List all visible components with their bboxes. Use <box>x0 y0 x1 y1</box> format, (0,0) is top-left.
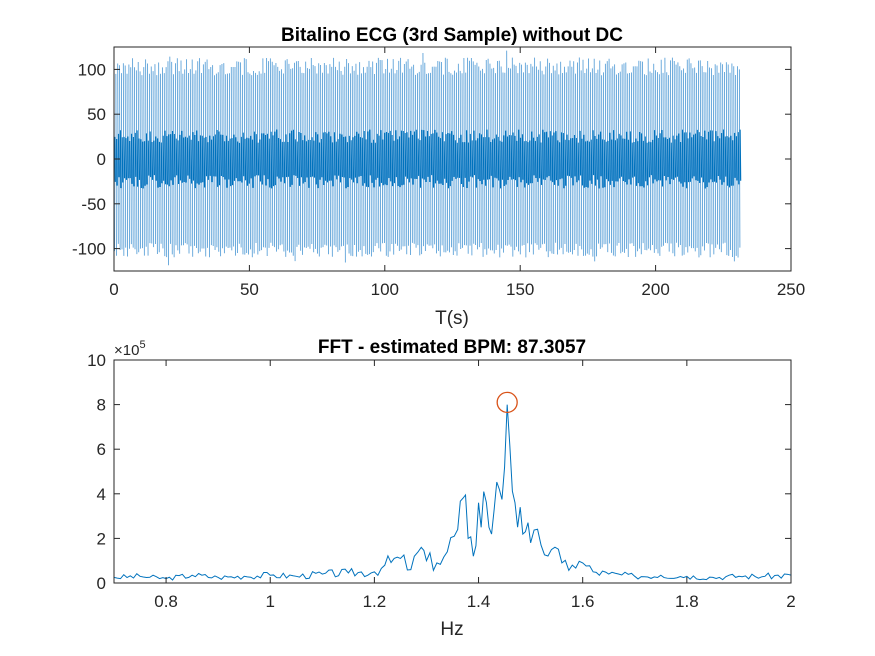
ecg-x-axis-label: T(s) <box>435 308 469 329</box>
fft-y-exponent-base: ×10 <box>114 342 139 359</box>
ecg-x-tick-label: 0 <box>109 280 118 299</box>
fft-y-exponent-power: 5 <box>139 339 145 351</box>
ecg-axes-box <box>113 46 792 272</box>
fft-spectrum-path <box>114 404 791 581</box>
fft-y-tick-label: 4 <box>97 485 106 504</box>
fft-y-exponent: ×105 <box>114 339 146 359</box>
fft-x-tick-label: 1.6 <box>571 592 595 611</box>
fft-peak-circle <box>496 391 518 414</box>
fft-y-tick-label: 10 <box>87 351 106 370</box>
ecg-x-tick-label: 150 <box>506 280 534 299</box>
ecg-y-tick-label: -100 <box>72 240 106 259</box>
fft-peak-marker <box>496 391 518 414</box>
fft-x-tick-label: 1.2 <box>363 592 387 611</box>
fft-x-tick-label: 1.8 <box>675 592 699 611</box>
fft-y-tick-label: 8 <box>97 396 106 415</box>
fft-subplot: FFT - estimated BPM: 87.3057 ×105 0.8 1 1.… <box>87 337 796 640</box>
fft-x-tick-label: 1.4 <box>467 592 491 611</box>
fft-x-tick-label: 0.8 <box>154 592 178 611</box>
ecg-y-tick-label: -50 <box>81 195 106 214</box>
ecg-x-tick-label: 250 <box>777 280 805 299</box>
fft-axis-ticks: 0.8 1 1.2 1.4 1.6 1.8 2 0 2 4 6 8 10 <box>87 351 796 611</box>
ecg-y-tick-label: 50 <box>87 105 106 124</box>
fft-y-tick-label: 2 <box>97 529 106 548</box>
fft-axes-box <box>113 359 792 584</box>
fft-title: FFT - estimated BPM: 87.3057 <box>318 337 586 358</box>
fft-y-tick-label: 0 <box>97 574 106 593</box>
fft-plot-area <box>114 360 791 583</box>
ecg-axis-ticks: 0 50 100 150 200 250 -100 -50 0 50 100 <box>72 47 805 299</box>
fft-x-tick-label: 2 <box>786 592 795 611</box>
ecg-y-tick-label: 100 <box>78 60 106 79</box>
ecg-subplot: Bitalino ECG (3rd Sample) without DC 0 50… <box>72 25 805 329</box>
ecg-y-tick-label: 0 <box>97 150 106 169</box>
fft-x-axis-label: Hz <box>440 619 463 640</box>
ecg-x-tick-label: 200 <box>641 280 669 299</box>
ecg-x-tick-label: 100 <box>371 280 399 299</box>
fft-spectrum-line <box>114 404 791 581</box>
fft-x-tick-label: 1 <box>265 592 274 611</box>
fft-y-tick-label: 6 <box>97 440 106 459</box>
ecg-title: Bitalino ECG (3rd Sample) without DC <box>281 25 623 46</box>
ecg-x-tick-label: 50 <box>240 280 259 299</box>
